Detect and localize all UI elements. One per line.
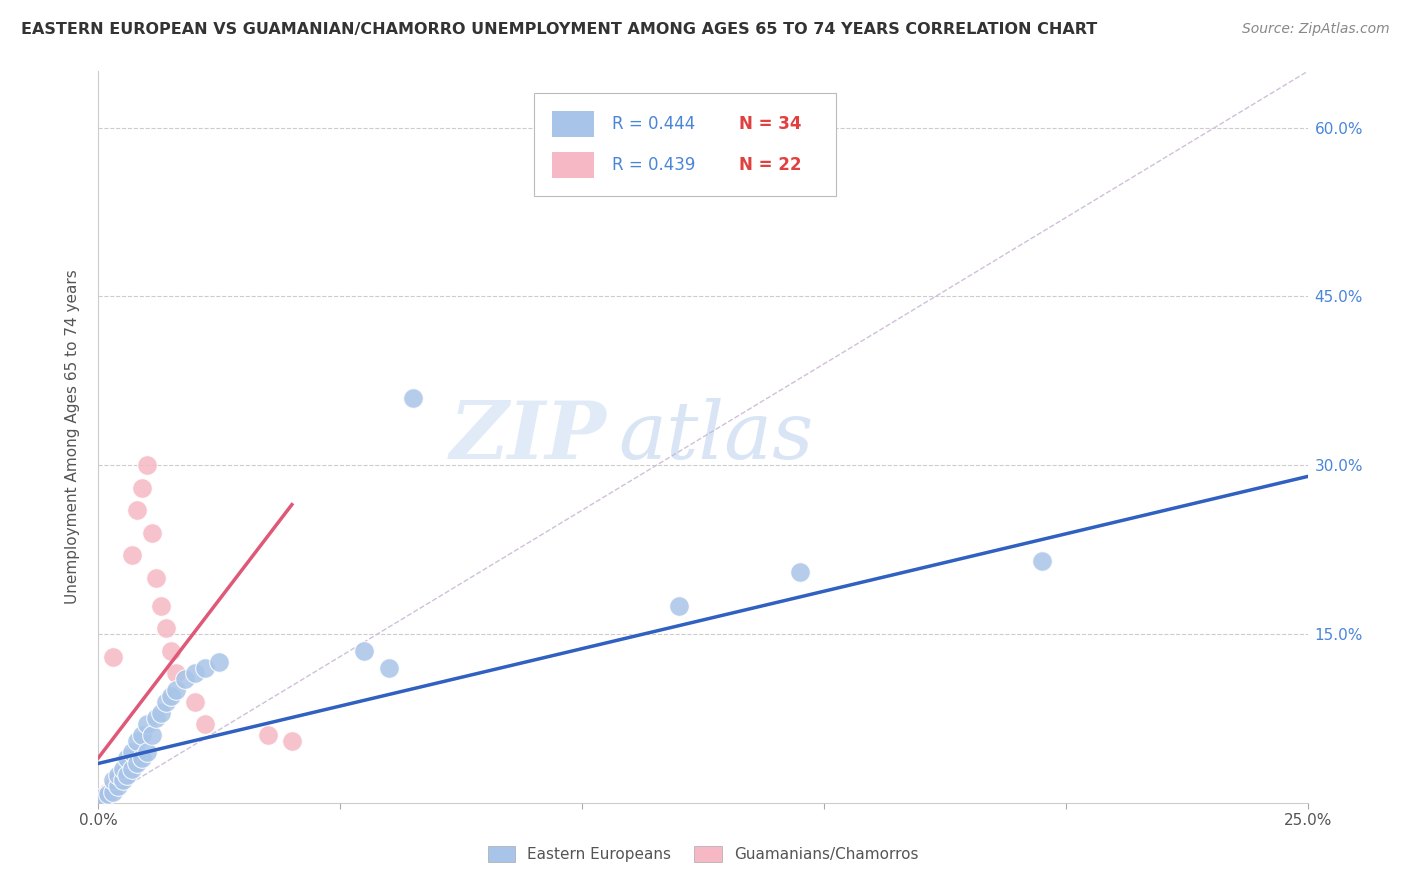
Text: ZIP: ZIP	[450, 399, 606, 475]
Point	[131, 481, 153, 495]
Point	[101, 773, 124, 788]
Text: R = 0.439: R = 0.439	[613, 156, 696, 174]
Point	[194, 661, 217, 675]
Text: N = 34: N = 34	[740, 115, 801, 133]
FancyBboxPatch shape	[551, 152, 595, 178]
Point	[150, 706, 173, 720]
Point	[97, 784, 120, 798]
Point	[121, 548, 143, 562]
Point	[165, 666, 187, 681]
Point	[101, 779, 124, 793]
Point	[111, 773, 134, 788]
Point	[121, 762, 143, 776]
FancyBboxPatch shape	[551, 111, 595, 137]
Point	[107, 773, 129, 788]
Point	[91, 790, 114, 805]
Point	[127, 756, 149, 771]
Text: Source: ZipAtlas.com: Source: ZipAtlas.com	[1241, 22, 1389, 37]
Point	[668, 599, 690, 613]
Point	[127, 503, 149, 517]
Text: R = 0.444: R = 0.444	[613, 115, 696, 133]
Point	[174, 672, 197, 686]
Point	[101, 784, 124, 798]
Point	[107, 779, 129, 793]
Point	[194, 717, 217, 731]
Point	[141, 525, 163, 540]
Point	[127, 734, 149, 748]
Point	[117, 762, 139, 776]
Point	[117, 751, 139, 765]
Point	[135, 745, 157, 759]
Point	[150, 599, 173, 613]
Point	[135, 458, 157, 473]
Text: atlas: atlas	[619, 399, 814, 475]
Point	[131, 728, 153, 742]
Point	[91, 790, 114, 805]
Point	[353, 644, 375, 658]
Text: EASTERN EUROPEAN VS GUAMANIAN/CHAMORRO UNEMPLOYMENT AMONG AGES 65 TO 74 YEARS CO: EASTERN EUROPEAN VS GUAMANIAN/CHAMORRO U…	[21, 22, 1097, 37]
Point	[131, 751, 153, 765]
Point	[402, 391, 425, 405]
Point	[160, 689, 183, 703]
Point	[97, 787, 120, 801]
Point	[208, 655, 231, 669]
Point	[165, 683, 187, 698]
Point	[789, 565, 811, 579]
Point	[107, 767, 129, 781]
Point	[184, 694, 207, 708]
FancyBboxPatch shape	[534, 94, 837, 195]
Point	[155, 621, 177, 635]
Point	[121, 756, 143, 771]
Point	[377, 661, 399, 675]
Point	[111, 762, 134, 776]
Point	[117, 767, 139, 781]
Point	[145, 711, 167, 725]
Point	[111, 767, 134, 781]
Point	[281, 734, 304, 748]
Point	[145, 571, 167, 585]
Point	[135, 717, 157, 731]
Point	[121, 745, 143, 759]
Point	[155, 694, 177, 708]
Point	[184, 666, 207, 681]
Point	[160, 644, 183, 658]
Point	[256, 728, 278, 742]
Legend: Eastern Europeans, Guamanians/Chamorros: Eastern Europeans, Guamanians/Chamorros	[481, 840, 925, 868]
Text: N = 22: N = 22	[740, 156, 801, 174]
Point	[101, 649, 124, 664]
Y-axis label: Unemployment Among Ages 65 to 74 years: Unemployment Among Ages 65 to 74 years	[65, 269, 80, 605]
Point	[141, 728, 163, 742]
Point	[1031, 554, 1053, 568]
